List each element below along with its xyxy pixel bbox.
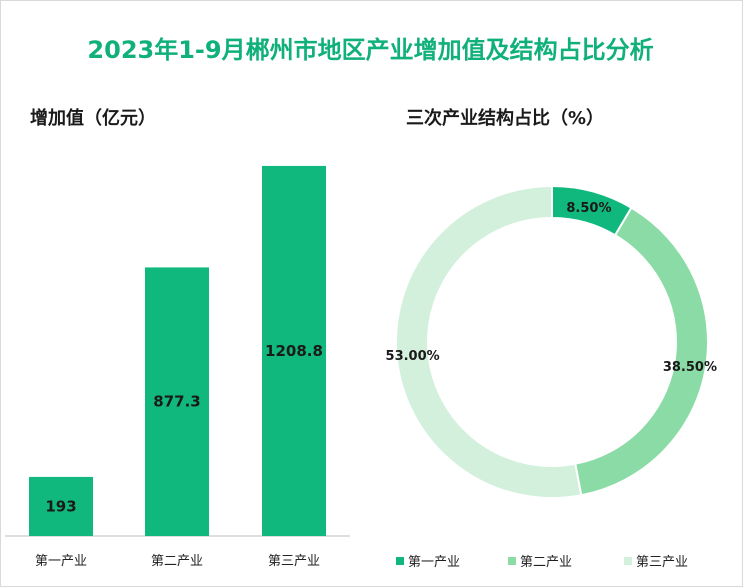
legend-swatch-2 bbox=[508, 557, 516, 565]
legend-label-3: 第三产业 bbox=[636, 555, 688, 570]
donut-slice-2 bbox=[574, 206, 709, 497]
bar-2 bbox=[145, 267, 209, 536]
x-tick-label-1: 第一产业 bbox=[35, 554, 87, 569]
bar-value-label-3: 1208.8 bbox=[265, 342, 323, 360]
bar-chart-title: 增加值（亿元） bbox=[30, 108, 156, 129]
chart-title: 2023年1-9月郴州市地区产业增加值及结构占比分析 bbox=[87, 36, 654, 64]
x-tick-label-3: 第三产业 bbox=[268, 554, 320, 569]
legend-label-1: 第一产业 bbox=[408, 555, 460, 570]
legend-label-2: 第二产业 bbox=[520, 555, 572, 570]
slice-value-label-1: 8.50% bbox=[566, 201, 611, 216]
donut-slice-3 bbox=[395, 184, 583, 499]
bar-value-label-1: 193 bbox=[45, 497, 76, 515]
slice-value-label-3: 53.00% bbox=[386, 349, 440, 364]
legend-swatch-3 bbox=[624, 557, 632, 565]
bar-3 bbox=[262, 165, 326, 536]
legend-swatch-1 bbox=[396, 557, 404, 565]
bar-value-label-2: 877.3 bbox=[153, 393, 200, 411]
bar-1 bbox=[29, 476, 93, 536]
slice-value-label-2: 38.50% bbox=[663, 360, 717, 375]
x-tick-label-2: 第二产业 bbox=[151, 554, 203, 569]
donut-chart-title: 三次产业结构占比（%） bbox=[406, 108, 605, 129]
